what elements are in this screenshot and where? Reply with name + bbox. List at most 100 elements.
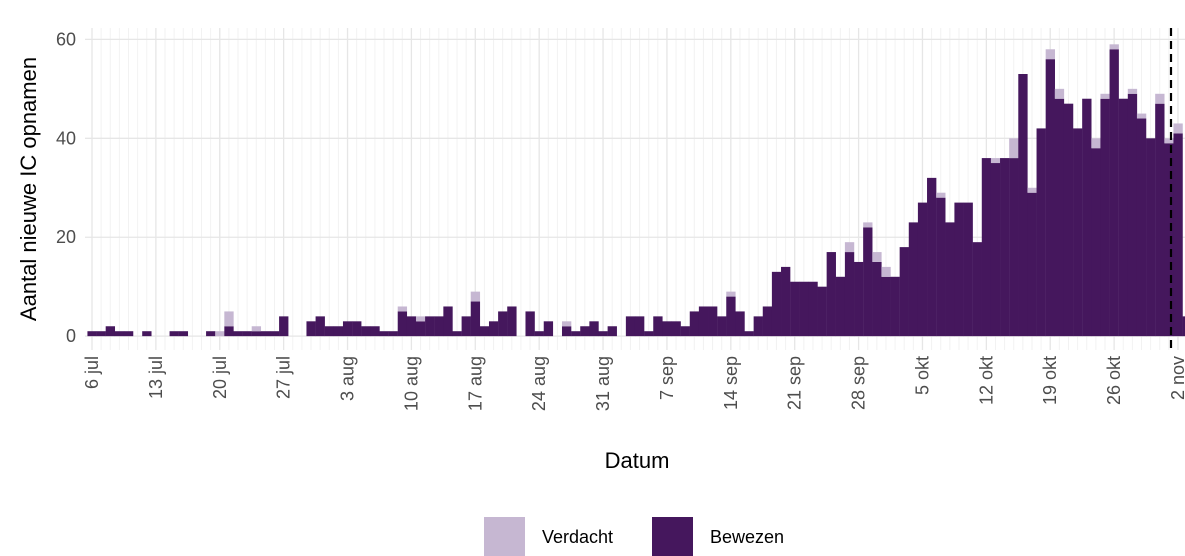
bar	[881, 276, 891, 337]
bar	[854, 261, 864, 337]
x-tick-label: 12 okt	[976, 356, 996, 405]
bar	[671, 321, 681, 337]
x-tick-label: 24 aug	[529, 356, 549, 411]
bar	[799, 281, 809, 337]
bar	[306, 321, 316, 337]
bar	[1027, 192, 1037, 337]
bar	[781, 266, 791, 337]
x-axis-title: Datum	[605, 448, 670, 473]
bar	[1045, 49, 1055, 60]
bar	[735, 311, 745, 337]
x-tick-label: 14 sep	[721, 356, 741, 410]
bar	[498, 311, 508, 337]
bar	[844, 252, 855, 337]
bar	[1164, 143, 1174, 337]
bar	[87, 331, 97, 337]
bar	[251, 331, 262, 337]
bar	[571, 331, 581, 337]
bar	[662, 321, 672, 337]
y-tick-label: 40	[56, 128, 76, 148]
x-tick-label: 28 sep	[849, 356, 869, 410]
x-tick-label: 27 jul	[274, 356, 294, 399]
bar	[1091, 148, 1101, 337]
bar	[1000, 158, 1010, 337]
bar	[762, 306, 773, 337]
bar	[890, 276, 900, 337]
legend-swatch	[484, 517, 525, 556]
bar	[488, 321, 499, 337]
bar	[269, 331, 280, 337]
bar	[580, 326, 590, 337]
bar	[142, 331, 152, 337]
bar	[105, 326, 116, 337]
y-tick-label: 60	[56, 29, 76, 49]
bar	[826, 252, 836, 337]
bar	[1100, 93, 1110, 99]
bar	[96, 331, 106, 337]
bar	[726, 296, 736, 337]
bar	[470, 291, 481, 302]
x-tick-label: 26 okt	[1104, 356, 1124, 405]
legend: Verdacht Bewezen	[484, 517, 784, 556]
bar	[525, 311, 535, 337]
bar	[771, 271, 782, 337]
x-tick-label: 3 aug	[338, 356, 358, 401]
bar	[863, 227, 873, 337]
bar	[123, 331, 134, 337]
bar	[1127, 93, 1138, 337]
bar	[425, 316, 435, 337]
bar	[927, 177, 937, 337]
bar	[644, 331, 654, 337]
bar	[1155, 103, 1165, 337]
bar	[908, 222, 919, 337]
bar	[1100, 98, 1110, 337]
bar	[434, 316, 444, 337]
bar	[1118, 98, 1129, 337]
bar	[863, 222, 873, 228]
bar	[1018, 74, 1028, 337]
bar	[917, 202, 928, 337]
bar	[899, 247, 909, 337]
bar	[744, 331, 754, 337]
bar	[324, 326, 335, 337]
bar	[206, 331, 216, 337]
bar	[1127, 88, 1138, 94]
bar	[753, 316, 763, 337]
bar	[361, 326, 371, 337]
x-tick-label: 5 okt	[912, 356, 932, 395]
bar	[1173, 123, 1183, 134]
ticks: 0 20 40 60 6 jul 13 jul 20 jul 27 jul 3 aug 10 au…	[56, 29, 1185, 411]
bar	[936, 192, 946, 198]
bar	[415, 321, 426, 337]
bar	[470, 301, 481, 337]
bar	[717, 316, 727, 337]
bar	[534, 331, 544, 337]
bar	[1054, 98, 1065, 337]
x-tick-label: 19 okt	[1040, 356, 1060, 405]
bar	[1063, 103, 1074, 337]
legend-swatch	[652, 517, 693, 556]
bar	[1136, 113, 1147, 119]
bar	[1136, 118, 1147, 337]
bar	[1009, 138, 1019, 159]
bar	[1109, 44, 1119, 50]
bar	[790, 281, 800, 337]
y-tick-label: 0	[66, 326, 76, 346]
bar	[333, 326, 344, 337]
bar	[1073, 128, 1083, 337]
x-tick-label: 20 jul	[210, 356, 230, 399]
bar	[881, 266, 891, 277]
bar	[1146, 138, 1156, 337]
bar	[963, 202, 973, 337]
bar	[817, 286, 827, 337]
x-tick-label: 21 sep	[785, 356, 805, 410]
legend-label: Verdacht	[542, 527, 613, 547]
x-tick-label: 17 aug	[465, 356, 485, 411]
bars	[87, 44, 1185, 337]
bar	[507, 306, 517, 337]
bar	[954, 202, 964, 337]
bar	[352, 321, 362, 337]
bar	[415, 316, 426, 322]
bar	[397, 311, 408, 337]
